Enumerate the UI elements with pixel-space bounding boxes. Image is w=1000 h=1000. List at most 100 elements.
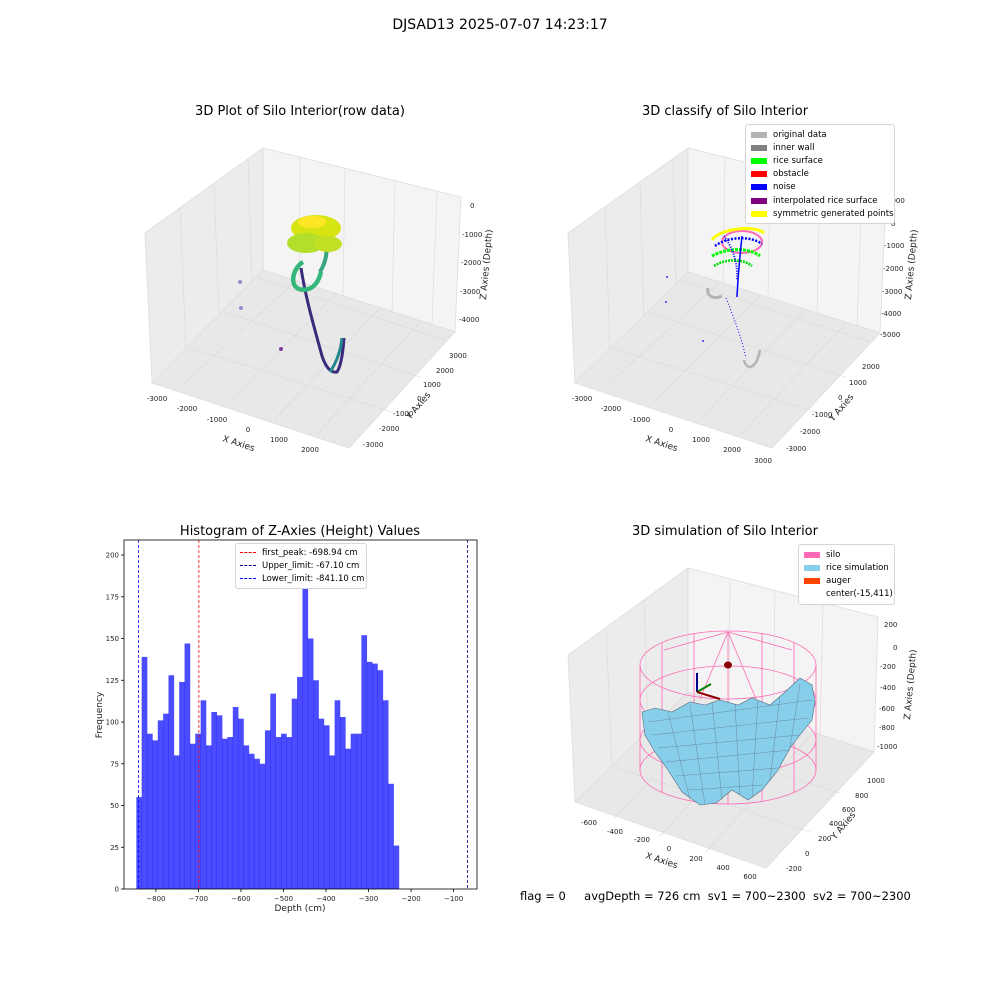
- sv1-text: sv1 = 700~2300: [707, 889, 806, 903]
- raw-3d-grid: [179, 156, 448, 436]
- y-tick-label: 175: [106, 593, 119, 601]
- legend-item-original-data: original data: [751, 128, 889, 141]
- simulation-x-ticks: -600 -400 -200 0 200 400 600: [581, 819, 757, 881]
- histogram-bar: [281, 733, 287, 889]
- simulation-plot-title: 3D simulation of Silo Interior: [632, 524, 818, 539]
- svg-text:400: 400: [716, 864, 729, 872]
- svg-text:-2000: -2000: [883, 265, 903, 273]
- histogram-bar: [356, 733, 362, 889]
- svg-text:-1000: -1000: [207, 416, 227, 424]
- histogram-bars: [136, 558, 400, 889]
- raw-z-ticks: 0 -1000 -2000 -3000 -4000: [459, 202, 482, 324]
- histogram-bar: [329, 755, 335, 889]
- svg-text:-800: -800: [879, 724, 895, 732]
- legend-swatch: [804, 564, 820, 571]
- svg-text:3000: 3000: [449, 352, 467, 360]
- y-tick-label: 50: [110, 802, 119, 810]
- histogram-bar: [393, 845, 400, 889]
- histogram-bar: [350, 733, 357, 889]
- simulation-y-ticks: 1000 800 600 400 200 0 -200: [786, 777, 885, 873]
- histogram-bar: [184, 643, 191, 889]
- svg-text:-3000: -3000: [363, 441, 383, 449]
- histogram-bar: [275, 737, 282, 889]
- flag-text: flag = 0: [520, 889, 566, 903]
- histogram-bar: [388, 783, 394, 889]
- auger-marker: [696, 661, 732, 700]
- classify-legend: original data inner wall rice surface ob…: [745, 124, 895, 225]
- svg-text:-600: -600: [879, 705, 895, 713]
- histogram-bar: [216, 715, 223, 889]
- legend-swatch: [751, 171, 767, 178]
- histogram-bar: [297, 676, 303, 889]
- avg-depth-text: avgDepth = 726 cm: [584, 889, 701, 903]
- histogram-bar: [286, 737, 293, 889]
- histogram-x-label: Depth (cm): [274, 904, 325, 914]
- svg-text:-4000: -4000: [459, 316, 479, 324]
- svg-text:0: 0: [669, 426, 673, 434]
- svg-text:200: 200: [689, 855, 702, 863]
- histogram-bar: [141, 656, 148, 889]
- classify-point-cloud: [665, 227, 765, 369]
- histogram-bar: [339, 717, 346, 889]
- status-footer: flag = 0 avgDepth = 726 cm sv1 = 700~230…: [520, 889, 911, 903]
- svg-text:0: 0: [838, 394, 842, 402]
- svg-text:-1000: -1000: [393, 410, 413, 418]
- svg-text:400: 400: [829, 820, 842, 828]
- classify-x-ticks: -3000 -2000 -1000 0 1000 2000 3000: [572, 395, 772, 465]
- legend-item-upper-limit: Upper_limit: -67.10 cm: [240, 559, 362, 572]
- svg-text:-2000: -2000: [601, 405, 621, 413]
- svg-text:200: 200: [818, 835, 831, 843]
- svg-text:-2000: -2000: [379, 425, 399, 433]
- legend-swatch: [804, 591, 820, 597]
- histogram-bar: [377, 670, 384, 889]
- classify-z-ticks: 1000 0 -1000 -2000 -3000 -4000 -5000: [880, 197, 905, 339]
- svg-text:3000: 3000: [754, 457, 772, 465]
- histogram-bar: [157, 720, 164, 889]
- x-tick-label: −500: [274, 895, 293, 903]
- histogram-bar: [382, 700, 389, 889]
- x-tick-label: −200: [401, 895, 420, 903]
- histogram-bar: [205, 745, 212, 889]
- svg-text:0: 0: [805, 850, 809, 858]
- histogram-bar: [318, 718, 325, 889]
- sv2-text: sv2 = 700~2300: [812, 889, 911, 903]
- x-tick-label: −800: [146, 895, 165, 903]
- svg-text:0: 0: [893, 644, 897, 652]
- svg-text:600: 600: [743, 873, 756, 881]
- simulation-x-label: X Axies: [644, 851, 679, 871]
- histogram-y-ticks: 0 25 50 75 100 125 150 175 200: [106, 552, 124, 894]
- histogram-bar: [243, 745, 250, 889]
- simulation-legend: silo rice simulation auger center(-15,41…: [798, 544, 895, 605]
- legend-item-interpolated-rice-surface: interpolated rice surface: [751, 194, 889, 207]
- raw-3d-box: [144, 147, 462, 449]
- y-tick-label: 125: [106, 677, 119, 685]
- legend-swatch: [751, 157, 767, 164]
- histogram-bar: [147, 733, 153, 889]
- classify-3d-grid: [604, 156, 871, 436]
- y-tick-label: 0: [115, 886, 119, 894]
- y-tick-label: 75: [110, 760, 119, 768]
- histogram-y-label: Frequency: [95, 691, 105, 738]
- histogram-bar: [232, 706, 239, 889]
- svg-text:-2000: -2000: [177, 405, 197, 413]
- histogram-bar: [302, 558, 309, 889]
- svg-text:0: 0: [417, 395, 421, 403]
- legend-item-rice-surface: rice surface: [751, 154, 889, 167]
- histogram-bar: [264, 730, 271, 889]
- svg-text:200: 200: [884, 621, 897, 629]
- histogram-bar: [345, 748, 351, 889]
- legend-line: [240, 578, 256, 580]
- histogram-bar: [189, 743, 196, 889]
- raw-y-ticks: 3000 2000 1000 0 -1000 -2000 -3000: [363, 352, 467, 449]
- histogram-bar: [173, 755, 180, 889]
- histogram-bar: [366, 661, 373, 889]
- legend-swatch: [804, 577, 820, 584]
- legend-swatch: [751, 184, 767, 191]
- classify-plot-title: 3D classify of Silo Interior: [641, 104, 809, 119]
- histogram-bar: [227, 737, 234, 889]
- rice-surface-mesh: [647, 683, 813, 806]
- svg-text:1000: 1000: [887, 197, 905, 205]
- raw-x-ticks: -3000 -2000 -1000 0 1000 2000: [147, 395, 319, 454]
